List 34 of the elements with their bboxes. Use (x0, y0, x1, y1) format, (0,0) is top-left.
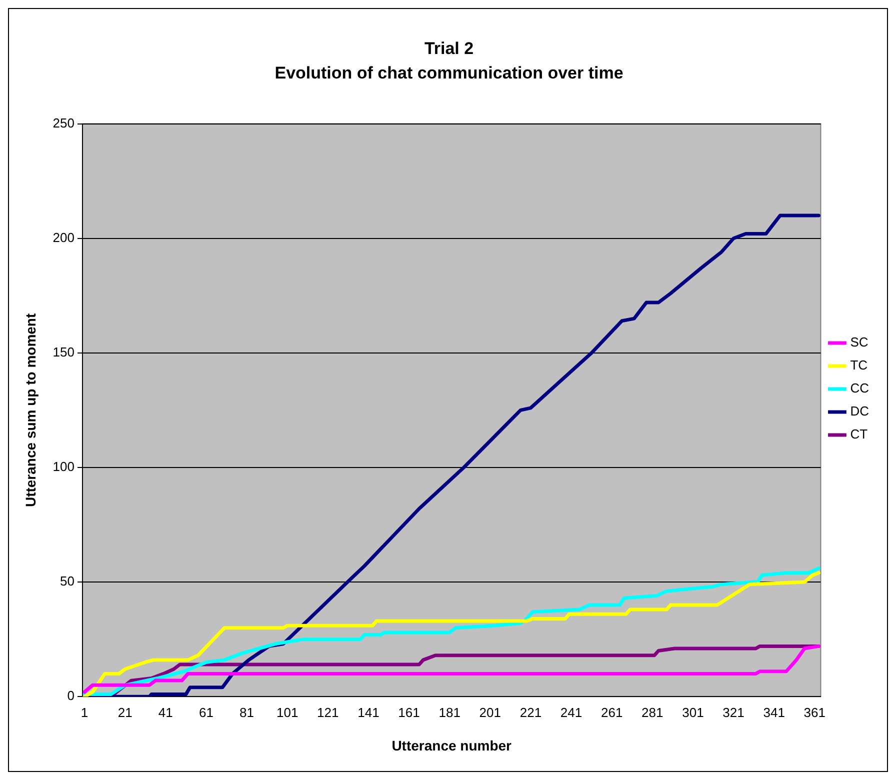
y-axis-title: Utterance sum up to moment (22, 313, 38, 508)
y-tick-label: 250 (52, 115, 74, 130)
x-tick-label: 61 (198, 704, 214, 720)
chart-title: Trial 2 (424, 38, 474, 58)
x-tick-label: 341 (763, 704, 785, 720)
x-tick-label: 281 (642, 704, 664, 720)
y-tick-label: 0 (67, 688, 74, 704)
x-tick-label: 161 (398, 704, 420, 720)
x-tick-label: 301 (682, 704, 704, 720)
x-tick-label: 221 (520, 704, 542, 720)
x-tick-label: 201 (479, 704, 501, 720)
x-tick-label: 141 (358, 704, 380, 720)
x-axis-title: Utterance number (392, 737, 512, 754)
y-tick-label: 150 (52, 344, 74, 360)
legend-label: CT (850, 426, 868, 442)
y-tick-label: 50 (60, 574, 74, 589)
x-tick-label: 321 (722, 704, 744, 720)
x-tick-label: 21 (118, 704, 132, 720)
x-tick-label: 361 (804, 704, 826, 720)
x-tick-label: 261 (600, 704, 623, 720)
legend-label: CC (850, 380, 870, 396)
x-tick-label: 121 (317, 704, 339, 720)
y-tick-label: 100 (52, 459, 74, 474)
x-tick-label: 81 (240, 704, 254, 720)
legend-label: SC (850, 334, 868, 350)
chart-subtitle: Evolution of chat communication over time (274, 63, 624, 82)
x-tick-label: 1 (80, 704, 88, 720)
x-tick-label: 41 (158, 704, 173, 720)
legend-label: TC (850, 358, 868, 373)
y-tick-label: 200 (52, 230, 74, 245)
x-tick-label: 181 (438, 704, 460, 720)
legend-label: DC (850, 404, 870, 419)
x-tick-label: 101 (276, 704, 298, 720)
x-tick-label: 241 (560, 704, 582, 720)
